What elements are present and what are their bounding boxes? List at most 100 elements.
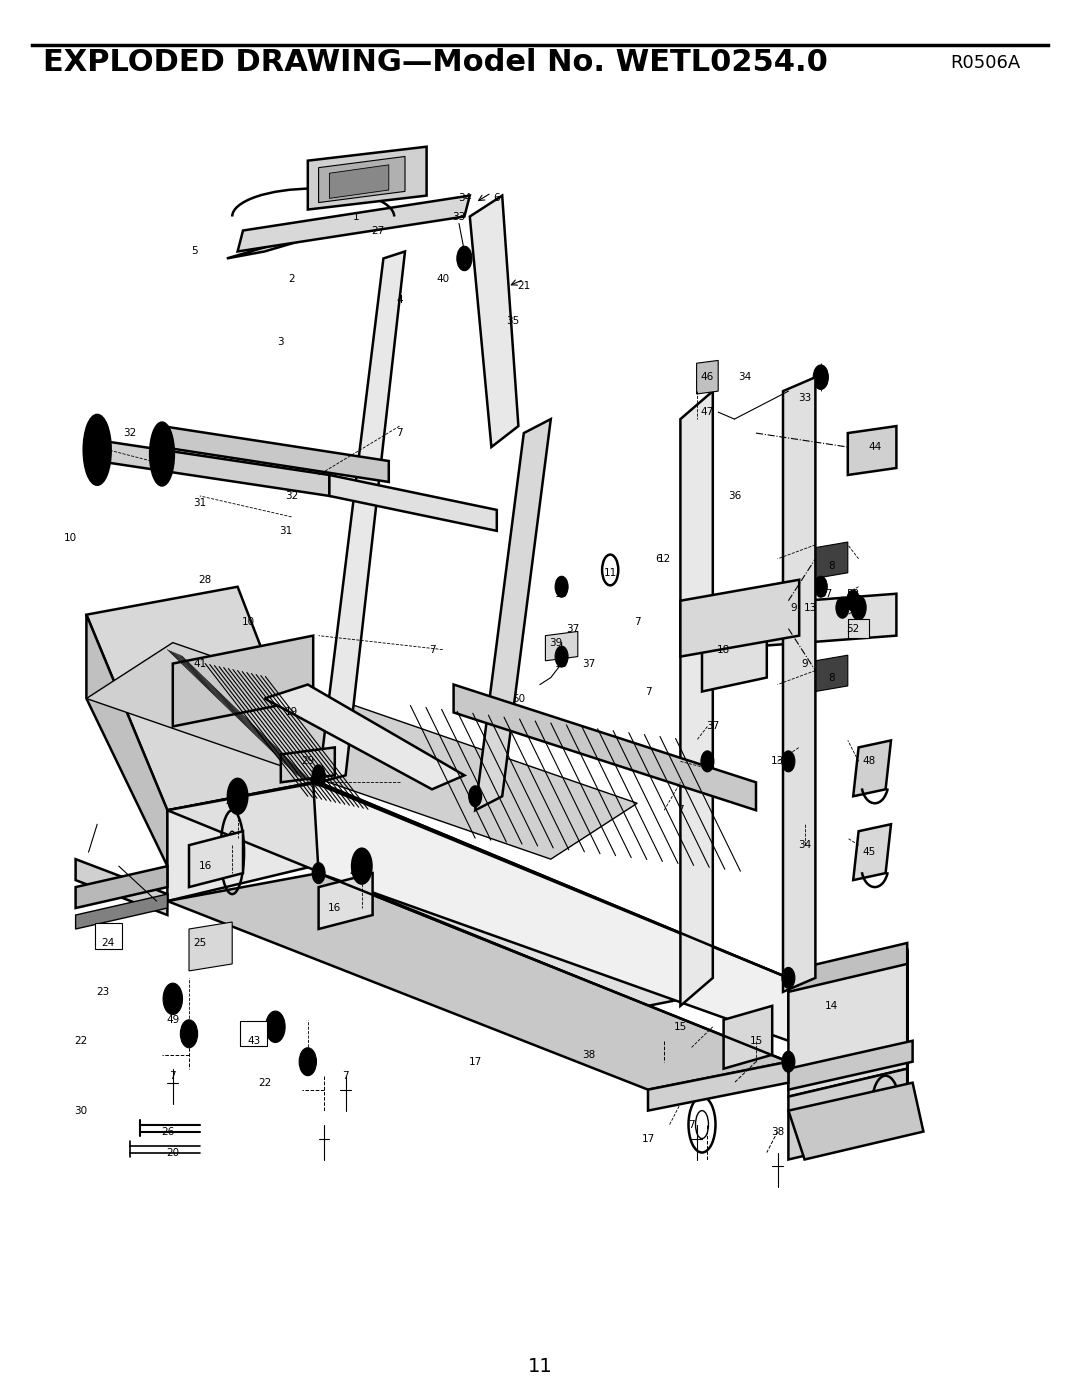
- Polygon shape: [697, 360, 718, 394]
- Polygon shape: [167, 873, 788, 1090]
- Text: 32: 32: [285, 490, 298, 502]
- Text: 7: 7: [645, 686, 651, 697]
- Text: 5: 5: [191, 246, 198, 257]
- Polygon shape: [313, 782, 788, 1041]
- Text: 11: 11: [528, 1356, 552, 1376]
- Ellipse shape: [457, 246, 472, 271]
- Text: 30: 30: [75, 1105, 87, 1116]
- Polygon shape: [281, 747, 335, 782]
- Polygon shape: [788, 1069, 907, 1160]
- Polygon shape: [853, 740, 891, 796]
- Polygon shape: [189, 922, 232, 971]
- Text: 24: 24: [102, 937, 114, 949]
- Polygon shape: [86, 587, 313, 810]
- Ellipse shape: [782, 1051, 795, 1073]
- Ellipse shape: [792, 386, 807, 411]
- Text: 49: 49: [301, 1063, 314, 1074]
- Ellipse shape: [228, 780, 247, 813]
- Text: 28: 28: [199, 574, 212, 585]
- Polygon shape: [308, 147, 427, 210]
- Polygon shape: [783, 377, 815, 992]
- FancyBboxPatch shape: [95, 923, 122, 949]
- Text: 34: 34: [739, 372, 752, 383]
- Polygon shape: [815, 542, 848, 578]
- Text: 23: 23: [269, 1021, 282, 1032]
- Polygon shape: [97, 440, 329, 496]
- Text: 47: 47: [701, 407, 714, 418]
- Text: 7: 7: [634, 616, 640, 627]
- Text: 23: 23: [96, 986, 109, 997]
- Text: 16: 16: [328, 902, 341, 914]
- Polygon shape: [713, 594, 896, 650]
- Text: 17: 17: [642, 1133, 654, 1144]
- Polygon shape: [227, 217, 383, 258]
- Text: 19: 19: [285, 707, 298, 718]
- Text: 31: 31: [280, 525, 293, 536]
- Text: 20: 20: [166, 1147, 179, 1158]
- Text: 25: 25: [193, 937, 206, 949]
- Text: 15: 15: [750, 1035, 762, 1046]
- Text: 6: 6: [656, 553, 662, 564]
- Ellipse shape: [555, 577, 568, 598]
- Text: 7: 7: [677, 805, 684, 816]
- FancyBboxPatch shape: [240, 1021, 267, 1046]
- Ellipse shape: [312, 766, 325, 785]
- Text: 36: 36: [728, 490, 741, 502]
- Polygon shape: [319, 251, 405, 782]
- Polygon shape: [167, 782, 788, 1006]
- Polygon shape: [648, 1062, 788, 1111]
- Polygon shape: [76, 859, 167, 915]
- Polygon shape: [853, 824, 891, 880]
- Text: 40: 40: [436, 274, 449, 285]
- Ellipse shape: [84, 415, 111, 485]
- Text: 33: 33: [453, 211, 465, 222]
- Polygon shape: [76, 866, 167, 908]
- Ellipse shape: [180, 1020, 198, 1048]
- Text: 42: 42: [226, 798, 239, 809]
- Text: 4: 4: [396, 295, 403, 306]
- Ellipse shape: [163, 983, 183, 1014]
- Text: 39: 39: [550, 637, 563, 648]
- Text: 31: 31: [193, 497, 206, 509]
- Polygon shape: [86, 615, 167, 866]
- Text: 13: 13: [555, 588, 568, 599]
- Polygon shape: [788, 1083, 923, 1160]
- Text: 7: 7: [342, 1070, 349, 1081]
- Ellipse shape: [836, 598, 849, 619]
- Text: 3: 3: [278, 337, 284, 348]
- Ellipse shape: [299, 1048, 316, 1076]
- Text: 35: 35: [507, 316, 519, 327]
- Text: 21: 21: [517, 281, 530, 292]
- Text: 7: 7: [429, 644, 435, 655]
- Text: 1: 1: [353, 211, 360, 222]
- Text: 27: 27: [372, 225, 384, 236]
- Text: 8: 8: [828, 672, 835, 683]
- Text: EXPLODED DRAWING—Model No. WETL0254.0: EXPLODED DRAWING—Model No. WETL0254.0: [43, 49, 828, 77]
- Polygon shape: [167, 782, 313, 901]
- Text: 26: 26: [161, 1126, 174, 1137]
- Ellipse shape: [814, 577, 827, 598]
- Text: 22: 22: [258, 1077, 271, 1088]
- Polygon shape: [329, 165, 389, 198]
- Text: 14: 14: [825, 1000, 838, 1011]
- Polygon shape: [319, 873, 373, 929]
- Ellipse shape: [266, 1011, 285, 1042]
- Text: 9: 9: [791, 602, 797, 613]
- Text: 50: 50: [512, 693, 525, 704]
- Polygon shape: [788, 1041, 913, 1090]
- Text: 38: 38: [582, 1049, 595, 1060]
- Text: 10: 10: [242, 616, 255, 627]
- Ellipse shape: [798, 493, 811, 514]
- Text: 45: 45: [863, 847, 876, 858]
- Text: 33: 33: [798, 393, 811, 404]
- Text: 13: 13: [555, 658, 568, 669]
- Text: 2: 2: [288, 274, 295, 285]
- Ellipse shape: [312, 863, 325, 884]
- Polygon shape: [86, 643, 637, 859]
- Polygon shape: [680, 580, 799, 657]
- Polygon shape: [788, 950, 907, 1041]
- Polygon shape: [329, 475, 497, 531]
- Polygon shape: [454, 685, 756, 810]
- Polygon shape: [238, 196, 470, 251]
- Text: 48: 48: [863, 756, 876, 767]
